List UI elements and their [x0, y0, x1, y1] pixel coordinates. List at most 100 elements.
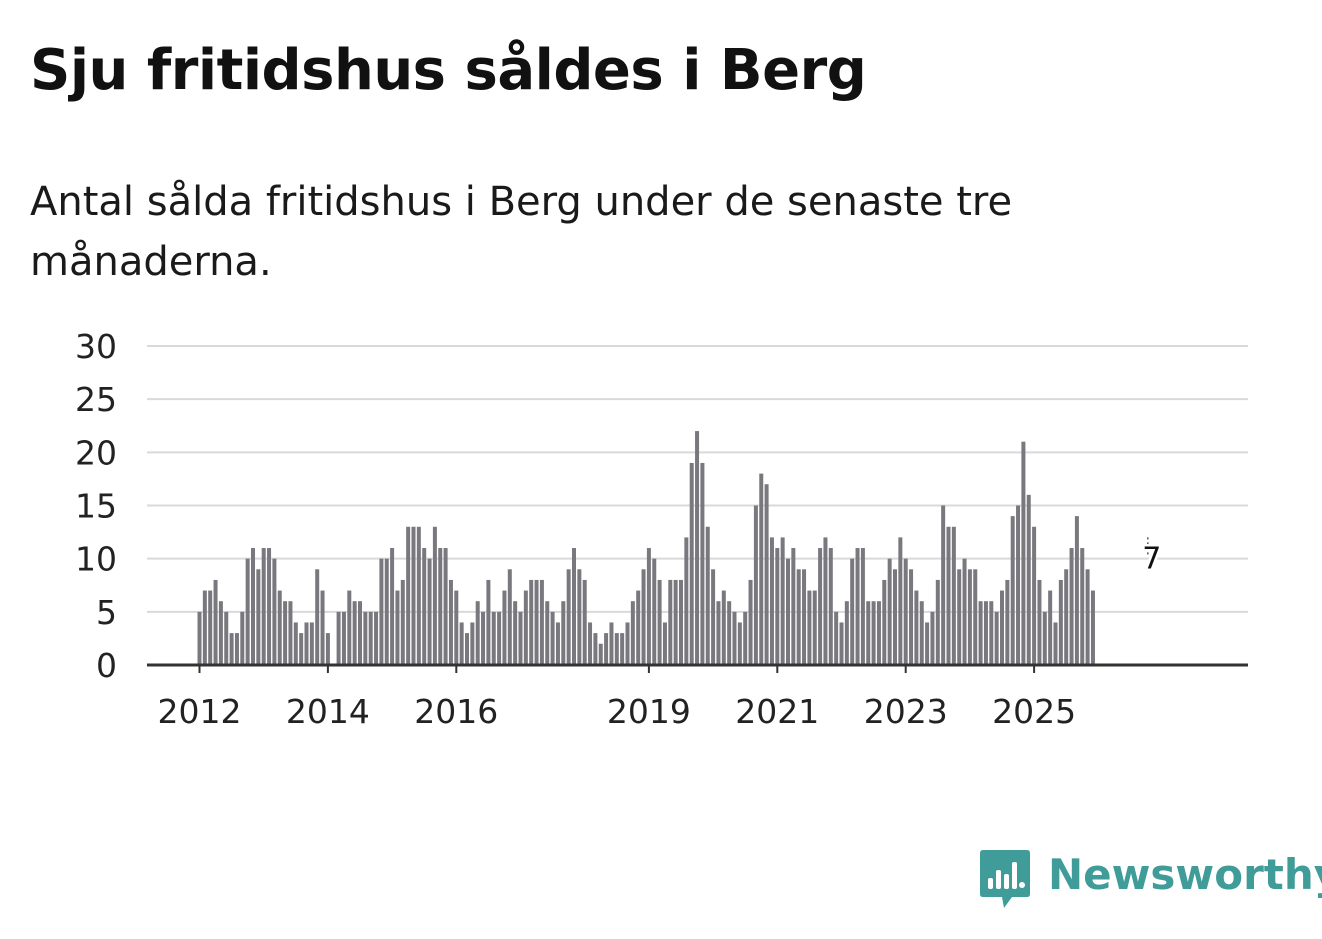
bar — [850, 558, 855, 665]
bar — [860, 548, 865, 665]
bar — [539, 579, 544, 665]
bar — [823, 537, 828, 665]
bar — [582, 579, 587, 665]
bar — [400, 579, 405, 665]
bar — [855, 548, 860, 665]
y-tick-label: 20 — [75, 433, 117, 472]
bar — [1074, 516, 1079, 665]
bar — [374, 611, 379, 665]
bar — [561, 601, 566, 665]
bar — [486, 579, 491, 665]
bar — [1085, 569, 1090, 665]
bar — [1090, 590, 1095, 665]
y-tick-label: 25 — [75, 380, 117, 419]
newsworthy-logo[interactable]: Newsworthy — [980, 848, 1322, 912]
bar — [197, 611, 202, 665]
bar — [481, 611, 486, 665]
bar — [320, 590, 325, 665]
bar — [721, 590, 726, 665]
bar — [363, 611, 368, 665]
bar — [737, 622, 742, 665]
bar — [893, 569, 897, 665]
bar — [941, 505, 946, 665]
bar — [352, 601, 357, 665]
bar — [261, 548, 266, 665]
bar — [277, 590, 282, 665]
bar — [491, 611, 496, 665]
bar — [759, 473, 764, 665]
bar — [957, 569, 962, 665]
bar — [780, 537, 785, 665]
bar — [732, 611, 737, 665]
bar — [470, 622, 475, 665]
bar — [448, 579, 453, 665]
bar — [1048, 590, 1053, 665]
bar — [566, 569, 571, 665]
bar — [775, 548, 780, 665]
y-tick-label: 10 — [75, 540, 117, 579]
bar — [673, 579, 678, 665]
bar — [459, 622, 464, 665]
bar — [202, 590, 207, 665]
bar — [876, 601, 881, 665]
bar — [951, 526, 956, 665]
bar — [705, 526, 710, 665]
bar — [518, 611, 523, 665]
bar — [550, 611, 555, 665]
bar — [882, 579, 887, 665]
bar — [898, 537, 903, 665]
bar — [251, 548, 255, 665]
bar — [871, 601, 876, 665]
bar — [930, 611, 935, 665]
bar — [844, 601, 849, 665]
bar — [438, 548, 443, 665]
bar — [727, 601, 732, 665]
bar — [213, 579, 218, 665]
x-tick-label: 2016 — [414, 692, 498, 731]
bar — [668, 579, 673, 665]
bar — [887, 558, 892, 665]
bar — [432, 526, 437, 665]
bar — [358, 601, 362, 665]
bar — [946, 526, 951, 665]
bar — [256, 569, 261, 665]
bar — [272, 558, 277, 665]
bar — [839, 622, 844, 665]
bar — [555, 622, 560, 665]
bar — [224, 611, 229, 665]
bar — [1064, 569, 1069, 665]
bar — [411, 526, 416, 665]
bar — [1080, 548, 1085, 665]
bar — [791, 548, 796, 665]
bar — [994, 611, 999, 665]
bar — [336, 611, 341, 665]
bar — [807, 590, 812, 665]
bar — [604, 633, 609, 665]
bar — [315, 569, 320, 665]
bar — [1000, 590, 1004, 665]
bar — [1021, 441, 1026, 665]
bar — [234, 633, 239, 665]
bar — [1032, 526, 1037, 665]
bar — [925, 622, 930, 665]
bar — [245, 558, 250, 665]
bar — [229, 633, 234, 665]
bar — [422, 548, 427, 665]
bar — [293, 622, 298, 665]
y-tick-label: 5 — [96, 593, 117, 632]
bar — [967, 569, 972, 665]
bar — [427, 558, 432, 665]
bar — [620, 633, 625, 665]
bar — [283, 601, 288, 665]
bar — [802, 569, 807, 665]
bar — [288, 601, 293, 665]
bar — [1053, 622, 1058, 665]
chart-title: Sju fritidshus såldes i Berg — [30, 38, 867, 103]
bar — [406, 526, 411, 665]
bar — [630, 601, 635, 665]
bar — [529, 579, 534, 665]
bar — [240, 611, 245, 665]
bar — [443, 548, 448, 665]
y-tick-label: 30 — [75, 327, 117, 366]
